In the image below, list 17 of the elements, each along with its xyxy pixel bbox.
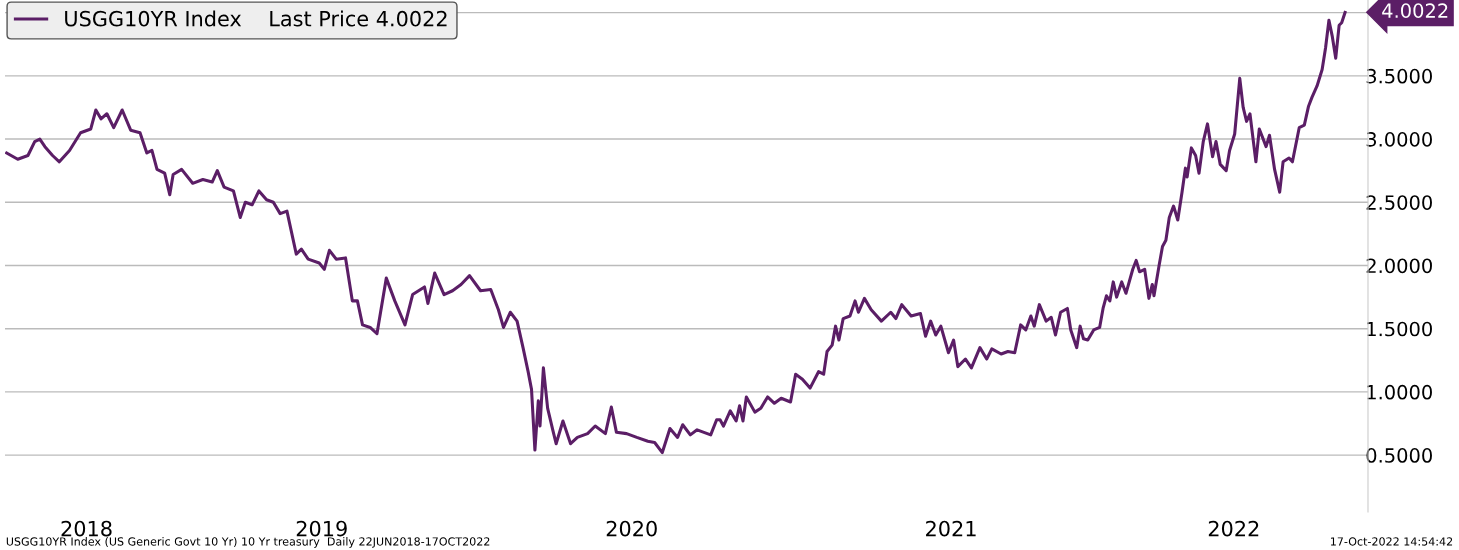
x-tick-label: 2022: [1208, 520, 1259, 537]
x-tick-label: 2018: [61, 520, 112, 537]
x-tick-label: 2020: [606, 520, 657, 537]
y-tick-label: 0.5000: [1366, 448, 1432, 463]
y-tick-label: 1.0000: [1367, 384, 1432, 400]
line-series: [5, 10, 1347, 455]
y-tick-label: 2.0000: [1366, 258, 1432, 274]
text: 17-Oct-2022 14:54:42: [1331, 537, 1453, 546]
y-tick-label: 3.0000: [1366, 132, 1432, 147]
text: USGG10YR Index (US Generic Govt 10 Yr) 10 Yr treasury Daily 22JUN2018-17OCT2022: [6, 537, 490, 548]
annotation: 4.0022: [1382, 3, 1448, 19]
y-tick-label: 2.5000: [1366, 195, 1432, 210]
x-tick-label: 2019: [296, 520, 347, 537]
y-tick-label: 1.5000: [1367, 321, 1432, 337]
x-tick-label: 2021: [926, 520, 976, 537]
legend-label: USGG10YR Index Last Price 4.0022: [65, 10, 447, 27]
y-tick-label: 3.5000: [1366, 68, 1432, 84]
